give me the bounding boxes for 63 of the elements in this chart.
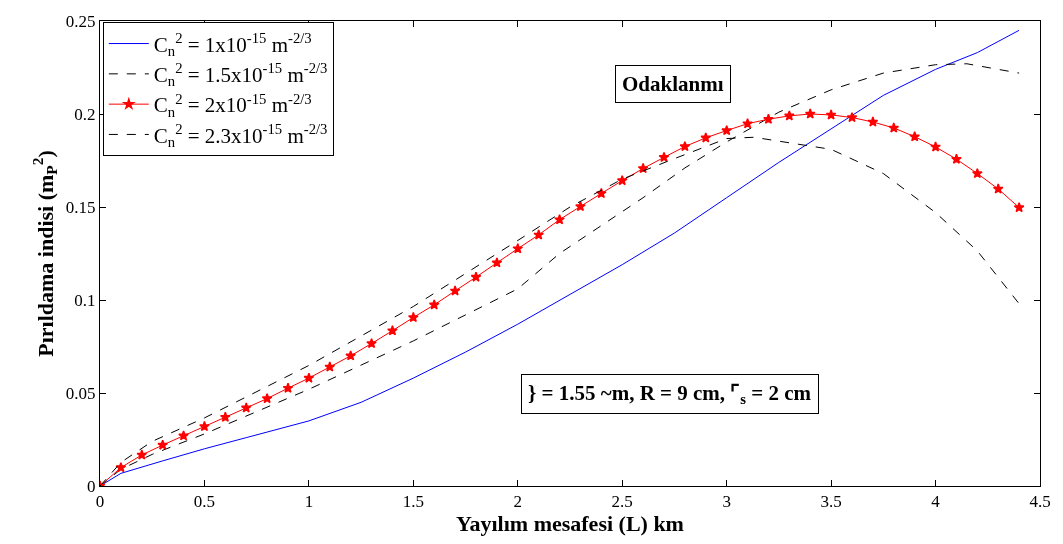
x-tick-label: 2.5 (611, 492, 633, 512)
point (303, 372, 315, 383)
x-tick-label: 4 (931, 492, 941, 512)
y-tick-label: 0.1 (74, 290, 96, 310)
point (324, 361, 336, 372)
point (804, 108, 816, 119)
point (763, 113, 774, 124)
point (115, 461, 127, 473)
point (909, 131, 921, 142)
point (616, 174, 628, 186)
point (407, 311, 419, 323)
point (261, 392, 273, 404)
point (742, 118, 753, 129)
x-tick-label: 2 (513, 492, 523, 512)
x-tick-label: 3 (722, 492, 731, 512)
point (533, 229, 545, 240)
point (219, 411, 231, 422)
y-tick-label: 0 (87, 476, 96, 496)
point (951, 153, 962, 164)
point (345, 350, 357, 361)
x-tick-label: 0.5 (193, 492, 216, 512)
y-tick-label: 0.05 (65, 383, 96, 403)
x-tick-label: 1 (304, 492, 314, 512)
point (387, 325, 398, 336)
x-tick-label: 4.5 (1029, 492, 1051, 512)
point (491, 257, 503, 268)
legend-label: C$_{n}$$^{2}$ = 1.5x10$^{-15}$ m$^{-2/3}$ (153, 60, 328, 90)
point (971, 167, 983, 179)
x-tick-label: 1.5 (402, 492, 424, 512)
point (825, 109, 837, 120)
y-tick-label: 0.15 (65, 197, 96, 217)
point (157, 439, 169, 450)
point (658, 151, 670, 163)
annotation: } = 1.55 ~m, R = 9 cm, ⌜$_{s}$ = 2 cm (528, 381, 812, 408)
point (428, 299, 440, 310)
point (282, 382, 294, 393)
point (449, 285, 461, 296)
point (721, 124, 733, 136)
point (846, 111, 858, 123)
point (512, 243, 524, 254)
point (136, 449, 148, 460)
point (700, 132, 712, 143)
legend-label: C$_{n}$$^{2}$ = 2.3x10$^{-15}$ m$^{-2/3}$ (153, 120, 328, 151)
point (199, 420, 210, 432)
y-tick-label: 0.25 (65, 11, 96, 31)
point (240, 402, 252, 413)
point (1013, 201, 1025, 213)
point (888, 122, 900, 133)
x-tick-label: 3.5 (820, 492, 842, 512)
annotation: Odaklanmı (622, 72, 724, 96)
y-tick-label: 0.2 (74, 104, 96, 124)
point (867, 116, 879, 127)
point (783, 110, 795, 121)
legend-label: C$_{n}$$^{2}$ = 2x10$^{-15}$ m$^{-2/3}$ (153, 90, 312, 120)
x-axis-title: Yayılım mesafesi (L) km (456, 511, 684, 537)
point (366, 337, 377, 349)
point (470, 271, 482, 282)
point (637, 162, 649, 174)
point (992, 183, 1004, 194)
point (679, 140, 691, 152)
point (575, 200, 586, 212)
point (554, 214, 565, 225)
legend-label: C$_{n}$$^{2}$ = 1x10$^{-15}$ m$^{-2/3}$ (153, 29, 312, 60)
